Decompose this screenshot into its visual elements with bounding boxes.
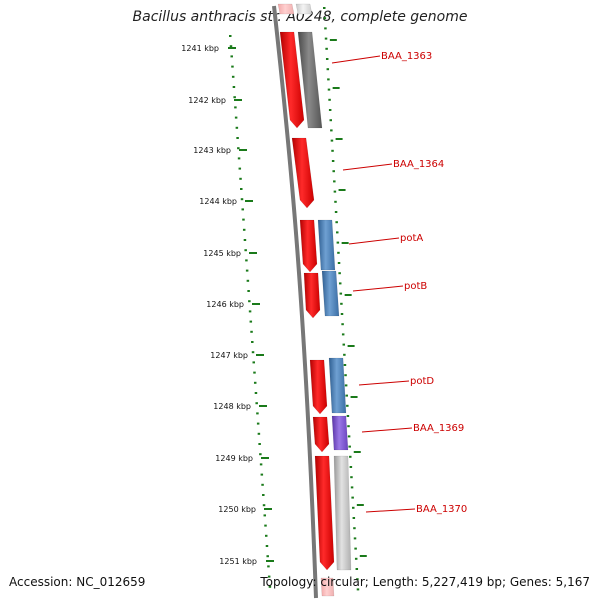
axis-tick-label: 1246 kbp: [206, 300, 244, 309]
gene-feature-potD: [328, 357, 347, 414]
gene-leader-line: [365, 508, 416, 513]
gene-label-potA: potA: [400, 233, 423, 244]
gene-cds-BAA_1364: [291, 137, 315, 209]
gene-feature-BAA_1363: [297, 31, 323, 129]
axis-tick-label: 1247 kbp: [210, 351, 248, 360]
gene-feature-potB: [321, 270, 340, 317]
axis-tick-label: 1251 kbp: [219, 557, 257, 566]
gene-leader-line: [361, 427, 413, 433]
axis-tick-label: 1250 kbp: [218, 505, 256, 514]
gene-leader-line: [358, 380, 410, 386]
gene-leader-line: [348, 237, 400, 245]
axis-tick-label: 1248 kbp: [213, 402, 251, 411]
gene-label-BAA_1370: BAA_1370: [416, 504, 467, 515]
gene-label-potB: potB: [404, 281, 427, 292]
gene-feature-BAA_1369: [331, 415, 349, 451]
axis-tick-label: 1249 kbp: [215, 454, 253, 463]
gene-leader-line: [352, 285, 404, 292]
axis-tick-label: 1244 kbp: [199, 197, 237, 206]
gene-feature-potA: [317, 219, 336, 271]
gene-partial-top-feature: [295, 3, 313, 15]
gene-partial-bottom: [320, 577, 335, 597]
axis-tick-label: 1245 kbp: [203, 249, 241, 258]
gene-cds-potA: [299, 219, 318, 273]
gene-cds-BAA_1363: [279, 31, 305, 129]
gene-cds-potD: [309, 359, 328, 415]
gene-label-BAA_1369: BAA_1369: [413, 423, 464, 434]
accession-text: Accession: NC_012659: [9, 575, 146, 589]
gene-leader-line: [342, 163, 393, 171]
topology-text: Topology: circular; Length: 5,227,419 bp…: [260, 575, 590, 589]
gene-cds-potB: [303, 272, 321, 319]
genome-backbone: [272, 5, 318, 599]
gene-partial-top-strand: [277, 3, 295, 15]
gene-cds-BAA_1369: [312, 416, 330, 453]
gene-label-BAA_1364: BAA_1364: [393, 159, 444, 170]
gene-leader-line: [331, 55, 381, 64]
gene-feature-BAA_1370: [333, 455, 352, 571]
axis-tick-label: 1241 kbp: [181, 44, 219, 53]
gene-cds-BAA_1370: [314, 455, 335, 571]
gene-label-BAA_1363: BAA_1363: [381, 51, 432, 62]
map-title: Bacillus anthracis str. A0248, complete …: [132, 9, 468, 25]
gene-label-potD: potD: [410, 376, 434, 387]
axis-tick-label: 1242 kbp: [188, 96, 226, 105]
axis-tick-label: 1243 kbp: [193, 146, 231, 155]
